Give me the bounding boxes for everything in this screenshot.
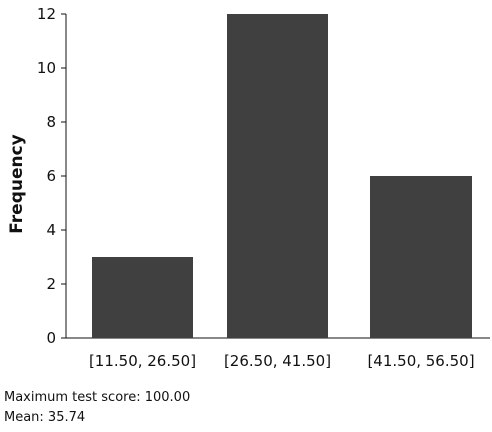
y-tick-label: 4 — [46, 221, 56, 239]
histogram-chart: 0 2 4 6 8 10 12 [11.50, 26.50] [26.50, 41.50] [41… — [7, 5, 490, 370]
y-tick-label: 12 — [37, 5, 56, 23]
x-category-label: [11.50, 26.50] — [89, 352, 196, 370]
y-tick-label: 6 — [46, 167, 56, 185]
y-tick-label: 10 — [37, 59, 56, 77]
y-tick-label: 8 — [46, 113, 56, 131]
maximum-score-text: Maximum test score: 100.00 — [4, 390, 191, 405]
y-axis-title: Frequency — [7, 134, 27, 234]
x-category-label: [26.50, 41.50] — [224, 352, 331, 370]
bar — [92, 257, 193, 338]
bar — [370, 176, 472, 338]
y-tick-label: 0 — [46, 329, 56, 347]
mean-text: Mean: 35.74 — [4, 410, 86, 425]
bar — [227, 14, 328, 338]
y-tick-label: 2 — [46, 275, 56, 293]
x-category-label: [41.50, 56.50] — [367, 352, 474, 370]
